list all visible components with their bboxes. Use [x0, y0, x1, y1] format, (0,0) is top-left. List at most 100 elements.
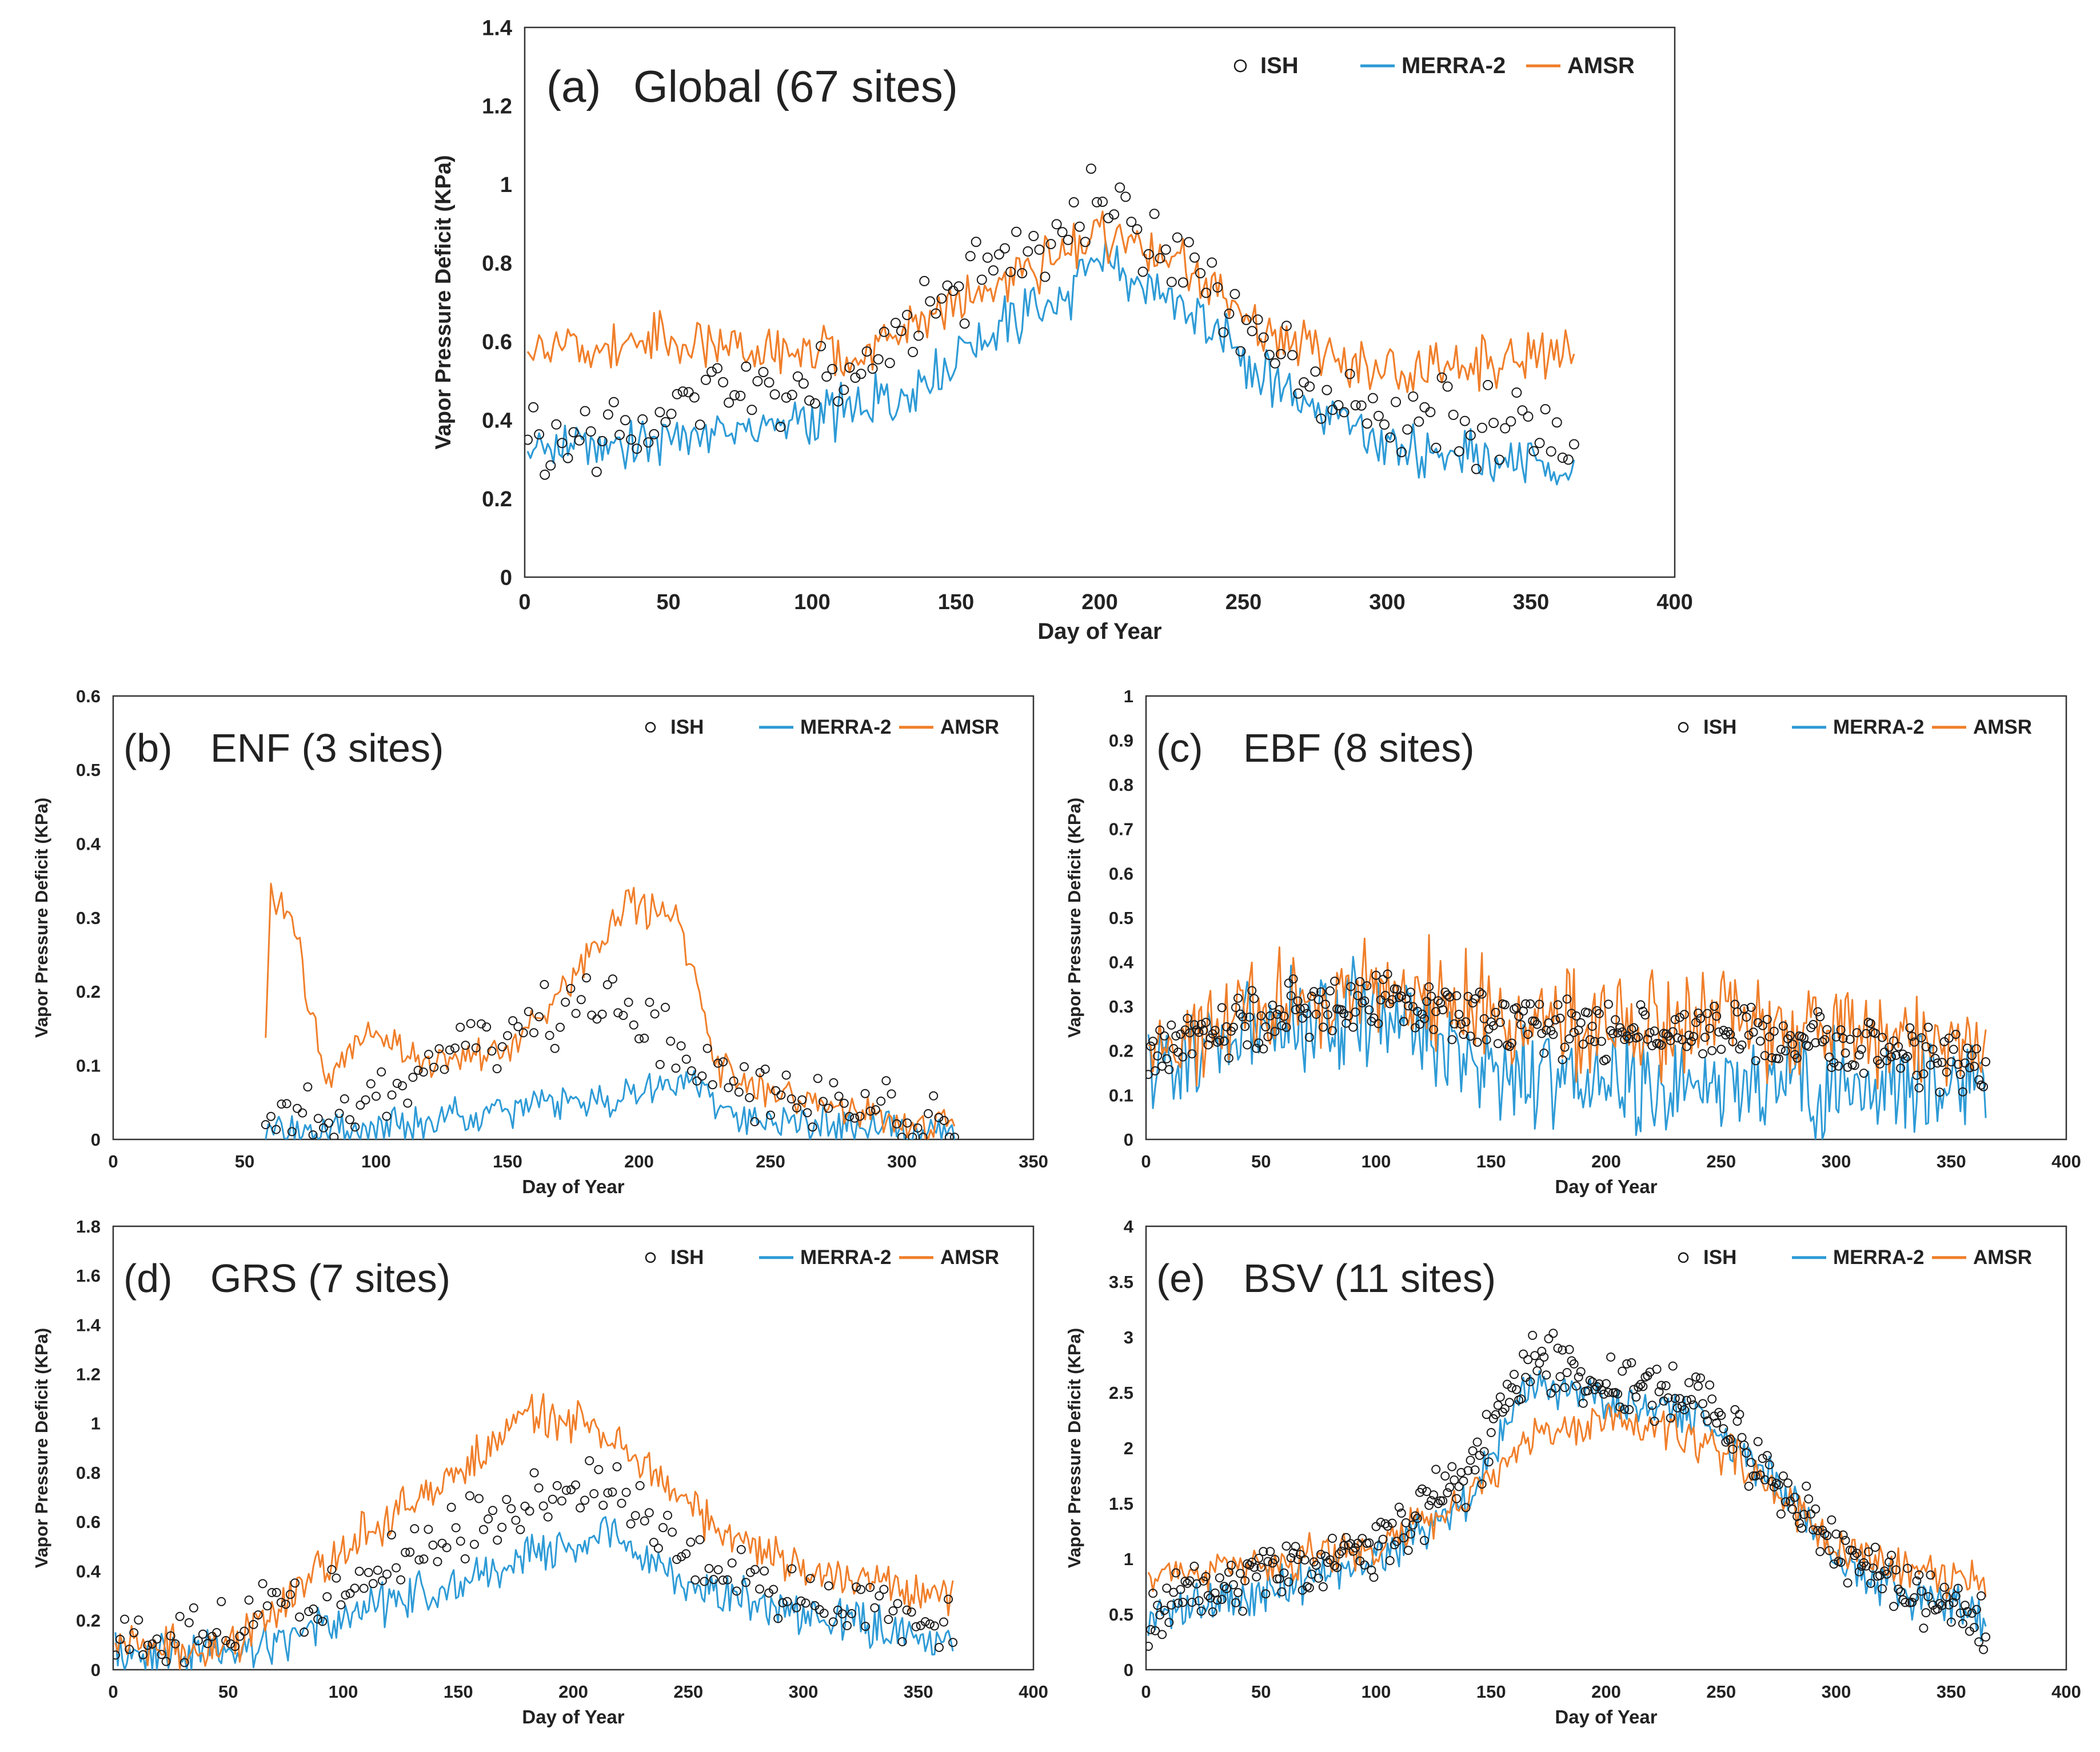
ish-data-point [827, 363, 838, 374]
ish-data-point [419, 1554, 429, 1564]
ish-data-point [1624, 1034, 1634, 1043]
ish-data-point [1955, 1608, 1965, 1618]
ish-data-point [1378, 975, 1388, 985]
x-tick-label: 50 [1251, 1151, 1271, 1171]
ish-data-point [1606, 1352, 1616, 1362]
ish-data-point [1085, 163, 1096, 174]
legend-merra-label: MERRA-2 [1833, 1246, 1924, 1269]
ish-data-point [792, 371, 803, 382]
ish-data-point [843, 1621, 852, 1630]
ish-data-point [488, 1506, 498, 1515]
ish-data-point [1307, 1569, 1316, 1579]
ish-data-point [881, 1076, 891, 1086]
ish-data-point [1217, 1003, 1227, 1013]
ish-data-point [1919, 1623, 1929, 1633]
ish-data-point [1907, 1598, 1917, 1607]
panel-title: EBF (8 sites) [1243, 726, 1475, 770]
ish-data-point [193, 1636, 203, 1646]
ish-data-point [1383, 969, 1392, 979]
ish-data-point [534, 1012, 544, 1022]
ish-data-point [1148, 1037, 1158, 1046]
legend-merra-label: MERRA-2 [1833, 716, 1924, 738]
ish-data-point [520, 1501, 530, 1511]
y-tick-label: 3.5 [1109, 1272, 1133, 1292]
ish-data-point [888, 1606, 898, 1615]
ish-data-point [184, 1618, 194, 1627]
ish-data-point [913, 330, 924, 341]
ish-data-point [442, 1543, 452, 1553]
x-tick-label: 300 [789, 1682, 819, 1702]
ish-data-point [1778, 1021, 1788, 1031]
ish-data-point [1287, 350, 1297, 361]
ish-data-point [1252, 1043, 1261, 1053]
ish-data-point [1167, 1600, 1176, 1610]
ish-data-point [1403, 1001, 1413, 1011]
ish-data-point [1546, 1388, 1556, 1398]
ish-data-point [1824, 1053, 1834, 1062]
y-tick-label: 1.6 [76, 1266, 101, 1286]
ish-data-point [1710, 1002, 1719, 1011]
ish-data-point [948, 1638, 958, 1647]
ish-data-point [602, 980, 612, 990]
ish-data-point [1811, 1504, 1820, 1514]
x-tick-label: 350 [1513, 590, 1549, 614]
ish-data-point [477, 1019, 486, 1029]
series-line-amsr [1147, 1403, 1987, 1599]
ish-data-point [1270, 1027, 1280, 1037]
ish-data-point [1795, 1518, 1804, 1528]
ish-data-point [1434, 1499, 1443, 1509]
ish-data-point [461, 1041, 470, 1050]
ish-data-point [1670, 1394, 1680, 1403]
plot-area [113, 1393, 958, 1670]
y-tick-label: 0.2 [76, 982, 101, 1002]
ish-data-point [1894, 1042, 1903, 1051]
ish-data-point [1429, 1490, 1439, 1500]
ish-data-point [781, 392, 792, 403]
y-tick-label: 1 [1124, 686, 1133, 706]
ish-data-point [1132, 224, 1143, 235]
ish-data-point [1208, 1607, 1217, 1617]
ish-data-point [424, 1050, 433, 1059]
ish-data-point [403, 1098, 413, 1108]
ish-data-point [414, 1555, 424, 1565]
ish-data-point [545, 460, 556, 471]
legend-ish-label: ISH [1703, 1246, 1736, 1269]
ish-data-point [1162, 1583, 1172, 1593]
ish-data-point [1594, 1009, 1604, 1018]
ish-data-point [1535, 999, 1544, 1009]
ish-data-point [1748, 1027, 1758, 1037]
ish-data-point [764, 377, 774, 388]
ish-data-point [1526, 1377, 1535, 1386]
ish-data-point [1269, 358, 1280, 369]
ish-data-point [309, 1604, 318, 1614]
ish-data-point [1912, 1576, 1922, 1586]
ish-data-point [396, 1575, 406, 1585]
y-tick-label: 0.2 [1109, 1041, 1133, 1061]
ish-data-point [1470, 994, 1480, 1003]
ish-data-point [1318, 1582, 1328, 1591]
y-tick-label: 0.5 [1109, 1605, 1133, 1625]
ish-data-point [1960, 1601, 1970, 1610]
ish-data-point [1887, 1550, 1897, 1560]
ish-data-point [1615, 1023, 1625, 1033]
ish-data-point [844, 362, 855, 373]
ish-data-point [1420, 1535, 1429, 1545]
ish-data-point [1293, 1555, 1303, 1565]
ish-data-point [1977, 1591, 1986, 1601]
ish-data-point [1560, 1383, 1570, 1393]
ish-data-point [493, 1535, 502, 1545]
ish-data-point [1450, 1475, 1459, 1485]
ish-data-point [497, 1522, 507, 1532]
ish-data-point [1841, 1048, 1850, 1058]
ish-data-point [1402, 424, 1413, 435]
ish-data-point [1979, 1645, 1989, 1654]
ish-data-point [1654, 1387, 1664, 1397]
ish-data-point [1300, 1003, 1309, 1013]
ish-data-point [1790, 1493, 1800, 1502]
ish-data-point [1889, 1036, 1899, 1046]
ish-data-point [1438, 1005, 1448, 1015]
x-tick-label: 100 [1362, 1151, 1391, 1171]
ish-data-point [855, 1111, 865, 1121]
ish-data-point [1935, 1087, 1945, 1097]
ish-data-point [1155, 1025, 1165, 1035]
